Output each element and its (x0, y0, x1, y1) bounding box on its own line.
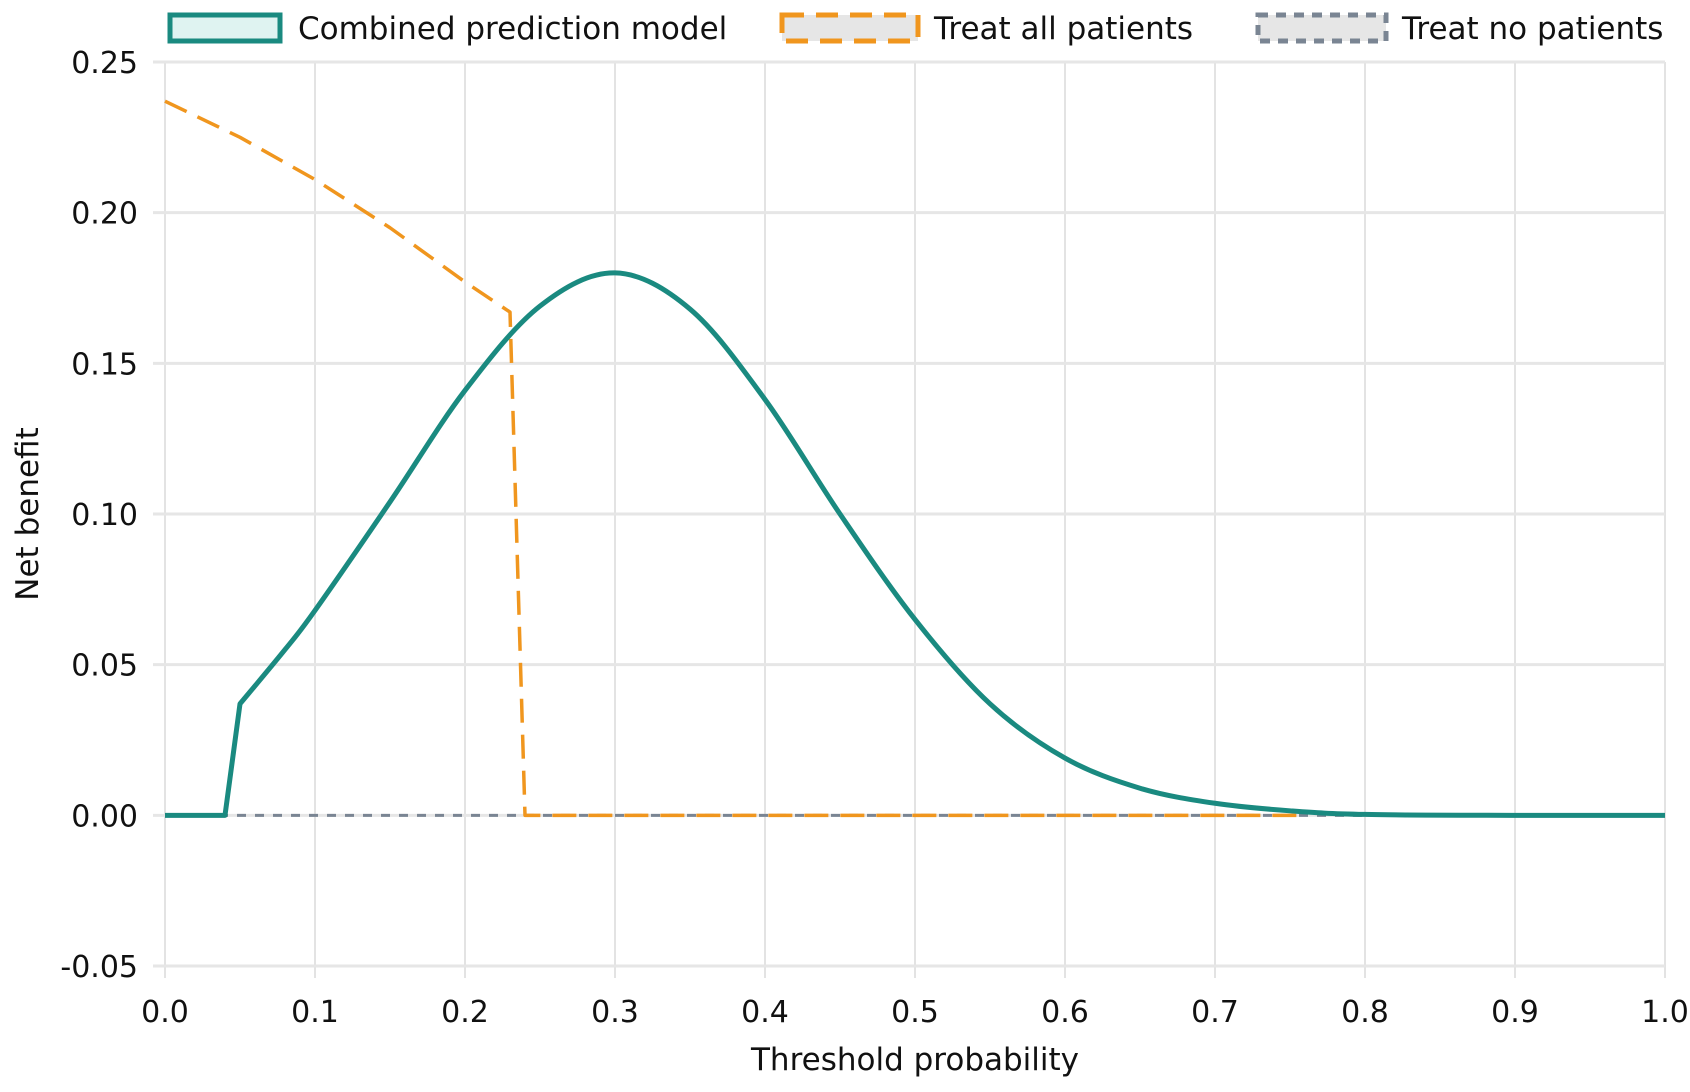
legend-swatch-treat-all (779, 12, 921, 44)
y-tick-label: 0.20 (71, 197, 138, 232)
legend-item-treat-none: Treat no patients (1255, 11, 1663, 47)
series-line-treat-all-patients (164, 99, 1305, 818)
legend-item-model: Combined prediction model (167, 11, 727, 47)
legend-item-treat-all: Treat all patients (779, 11, 1193, 47)
legend-label-treat-none: Treat no patients (1401, 11, 1663, 47)
y-axis-label: Net benefit (10, 427, 46, 600)
x-tick-label: 0.9 (1491, 995, 1539, 1030)
legend-swatch-model (167, 12, 283, 44)
x-tick-label: 0.1 (291, 995, 339, 1030)
x-tick-label: 1.0 (1641, 995, 1689, 1030)
series-lines (164, 99, 1666, 818)
y-axis-ticks: 0.25 0.20 0.15 0.10 0.05 0.00 -0.05 (60, 46, 138, 985)
y-tick-label: -0.05 (60, 950, 138, 985)
legend-label-model: Combined prediction model (298, 11, 727, 47)
y-tick-label: 0.00 (71, 799, 138, 834)
x-tick-label: 0.2 (441, 995, 489, 1030)
x-axis-ticks: 0.0 0.1 0.2 0.3 0.4 0.5 0.6 0.7 0.8 0.9 1.0 (141, 995, 1689, 1030)
y-tick-label: 0.10 (71, 498, 138, 533)
x-tick-label: 0.7 (1191, 995, 1239, 1030)
x-tick-label: 0.6 (1041, 995, 1089, 1030)
y-tick-label: 0.15 (71, 347, 138, 382)
y-tick-label: 0.05 (71, 649, 138, 684)
x-tick-label: 0.5 (891, 995, 939, 1030)
series-line-combined-prediction-model (165, 270, 1666, 818)
legend-label-treat-all: Treat all patients (933, 11, 1193, 47)
legend-swatch-treat-none (1255, 12, 1389, 44)
x-tick-label: 0.8 (1341, 995, 1389, 1030)
y-tick-label: 0.25 (71, 46, 138, 81)
x-tick-label: 0.0 (141, 995, 189, 1030)
x-tick-label: 0.4 (741, 995, 789, 1030)
x-tick-label: 0.3 (591, 995, 639, 1030)
x-axis-label: Threshold probability (750, 1042, 1079, 1078)
legend: Combined prediction model Treat all pati… (167, 11, 1663, 47)
